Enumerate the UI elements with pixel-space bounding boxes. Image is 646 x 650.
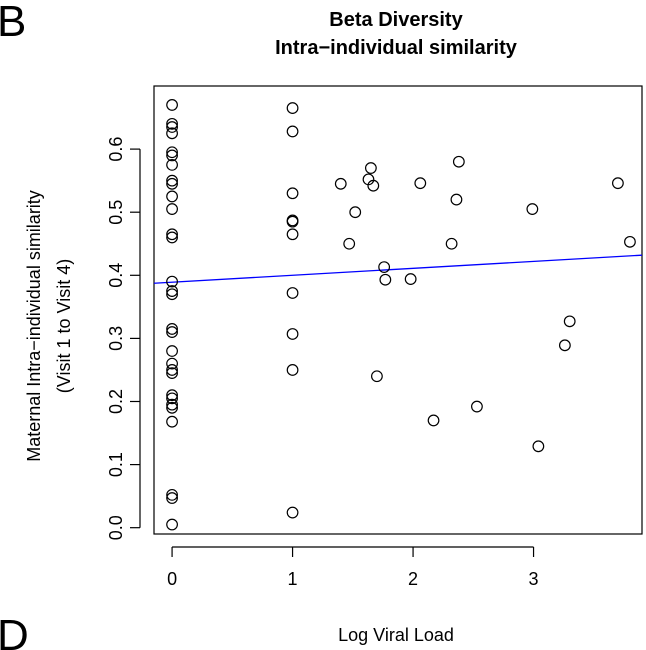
data-point (404, 273, 417, 285)
x-tick-label: 0 (167, 569, 177, 589)
data-point (445, 237, 458, 250)
data-point (166, 392, 178, 405)
chart-subtitle: Intra−individual similarity (275, 37, 518, 59)
data-point (166, 177, 178, 190)
data-point (166, 190, 178, 203)
data-point (166, 367, 178, 379)
data-point (166, 127, 178, 140)
data-point (166, 364, 178, 376)
data-point (286, 215, 299, 228)
x-tick-label: 1 (288, 569, 298, 589)
data-point (166, 415, 178, 428)
data-point (166, 99, 178, 111)
data-point (166, 345, 178, 357)
regression-line-group (153, 254, 643, 284)
x-axis-label: Log Viral Load (338, 625, 454, 645)
data-point (166, 323, 178, 335)
y-tick-label: 0.1 (106, 452, 126, 477)
data-point (612, 177, 624, 190)
panel-letter-b: B (0, 0, 26, 46)
data-point (563, 315, 576, 328)
data-point (166, 203, 178, 215)
data-point (349, 206, 362, 219)
data-point (286, 102, 299, 114)
data-point (450, 193, 463, 206)
y-tick-label: 0.6 (106, 137, 126, 162)
data-point (166, 158, 178, 171)
data-point (166, 149, 178, 162)
data-point (286, 187, 299, 200)
data-point (343, 237, 356, 250)
data-point (286, 328, 299, 340)
x-tick-label: 3 (529, 569, 539, 589)
data-points (166, 99, 636, 531)
data-point (286, 287, 299, 299)
data-point (286, 125, 299, 138)
data-point (166, 398, 178, 411)
y-axis: 0.0 0.1 0.2 0.3 0.4 0.5 0.6 (106, 137, 141, 540)
y-tick-label: 0.4 (106, 263, 126, 288)
data-point (334, 177, 347, 190)
data-point (367, 179, 380, 192)
data-point (166, 389, 178, 402)
y-tick-label: 0.3 (106, 326, 126, 351)
x-axis: 0 1 2 3 (167, 546, 539, 589)
data-point (364, 162, 377, 174)
data-point (166, 121, 178, 133)
data-point (471, 400, 483, 413)
data-point (166, 492, 178, 504)
data-point (286, 506, 299, 519)
data-point (532, 440, 545, 453)
y-tick-label: 0.0 (106, 515, 126, 540)
data-point (378, 261, 391, 273)
data-point (166, 231, 178, 244)
x-tick-label: 2 (408, 569, 418, 589)
data-point (166, 275, 178, 288)
data-point (166, 357, 178, 370)
panel-letter-d: D (0, 611, 29, 650)
data-point (166, 117, 178, 130)
data-point (166, 401, 178, 414)
y-tick-label: 0.5 (106, 200, 126, 225)
data-point (166, 518, 178, 531)
plot-frame (153, 85, 643, 535)
chart-title: Beta Diversity (329, 9, 463, 31)
regression-line (153, 254, 643, 284)
data-point (371, 370, 383, 383)
data-point (452, 155, 465, 168)
data-point (624, 235, 636, 248)
data-point (286, 228, 299, 241)
data-point (166, 326, 178, 338)
y-axis-label-line1: Maternal Intra−individual similarity (24, 190, 44, 462)
data-point (558, 339, 571, 352)
y-tick-label: 0.2 (106, 389, 126, 414)
data-point (166, 228, 178, 241)
data-point (166, 288, 178, 301)
data-point (166, 146, 178, 159)
data-point (286, 364, 299, 376)
data-point (166, 488, 178, 501)
data-point (379, 273, 392, 286)
data-point (166, 174, 178, 187)
y-axis-label-line2: (Visit 1 to Visit 4) (54, 259, 74, 393)
data-point (427, 414, 440, 427)
data-point (526, 203, 539, 215)
data-point (166, 285, 178, 297)
data-point (414, 177, 427, 190)
